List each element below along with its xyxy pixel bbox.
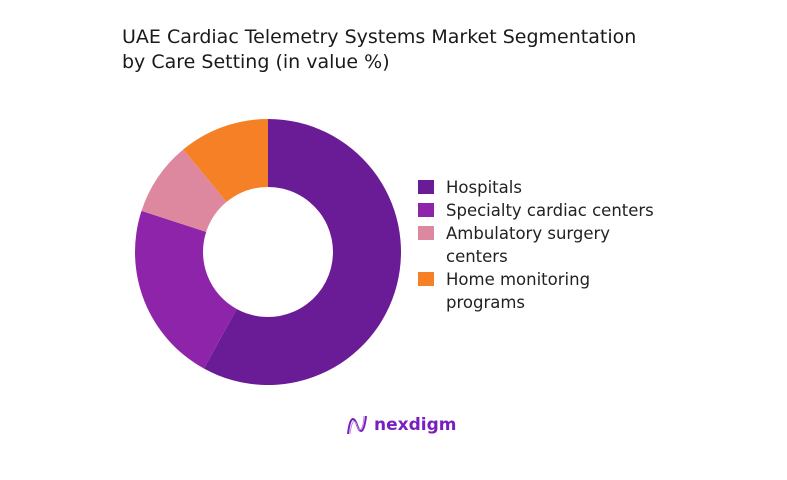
donut-slice-specialty-cardiac-centers <box>135 210 237 369</box>
legend-label-line: Specialty cardiac centers <box>446 201 654 220</box>
legend-label: Hospitals <box>446 176 706 199</box>
legend-item: Ambulatory surgery centers <box>418 222 706 268</box>
legend-item: Hospitals <box>418 176 706 199</box>
legend-item: Home monitoring programs <box>418 268 706 314</box>
legend-swatch <box>418 226 434 240</box>
logo-text: nexdigm <box>374 415 457 435</box>
legend-label-line: Hospitals <box>446 178 522 197</box>
donut-slice-home-monitoring-programs <box>183 119 268 202</box>
nexdigm-logo: nexdigm <box>346 414 456 436</box>
legend-label-line: Ambulatory surgery <box>446 224 611 243</box>
legend-swatch <box>418 203 434 217</box>
title-line: UAE Cardiac Telemetry Systems Market Seg… <box>122 26 637 48</box>
legend-label: Ambulatory surgery centers <box>446 222 706 268</box>
chart-title: UAE Cardiac Telemetry Systems Market Seg… <box>122 25 636 75</box>
legend-label-line: programs <box>446 293 526 312</box>
legend-label-line: Home monitoring <box>446 270 591 289</box>
donut-slice-hospitals <box>203 119 401 385</box>
legend-item: Specialty cardiac centers <box>418 199 706 222</box>
legend-label: Specialty cardiac centers <box>446 199 706 222</box>
legend-swatch <box>418 272 434 286</box>
legend: Hospitals Specialty cardiac centers Ambula… <box>418 176 706 314</box>
donut-slice-ambulatory-surgery-centers <box>141 149 227 232</box>
title-line: by Care Setting (in value %) <box>122 51 390 73</box>
logo-icon <box>347 415 367 435</box>
legend-label: Home monitoring programs <box>446 268 706 314</box>
legend-label-line: centers <box>446 247 508 266</box>
legend-swatch <box>418 180 434 194</box>
